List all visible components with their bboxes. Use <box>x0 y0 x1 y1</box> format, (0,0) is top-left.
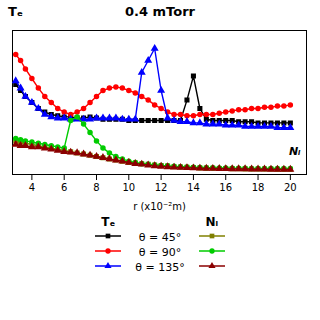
svg-text:r (x10⁻²m): r (x10⁻²m) <box>133 201 186 212</box>
svg-text:18: 18 <box>252 182 265 193</box>
html-text:Nᵢ: Nᵢ <box>205 215 219 229</box>
html-text:Tₑ: Tₑ <box>101 215 116 229</box>
svg-text:6: 6 <box>61 182 67 193</box>
svg-text:10: 10 <box>122 182 135 193</box>
svg-text:12: 12 <box>155 182 168 193</box>
svg-text:8: 8 <box>93 182 99 193</box>
svg-text:14: 14 <box>187 182 200 193</box>
html-text:θ = 90°: θ = 90° <box>138 246 182 259</box>
html-text:θ = 45°: θ = 45° <box>138 231 182 244</box>
html-text:0.4 mTorr: 0.4 mTorr <box>125 4 195 19</box>
html-text:θ = 135°: θ = 135° <box>135 261 185 274</box>
html-text:Tₑ: Tₑ <box>8 4 24 19</box>
svg-text:16: 16 <box>219 182 232 193</box>
svg-text:Nᵢ: Nᵢ <box>289 145 301 158</box>
svg-text:20: 20 <box>284 182 297 193</box>
svg-text:4: 4 <box>29 182 35 193</box>
